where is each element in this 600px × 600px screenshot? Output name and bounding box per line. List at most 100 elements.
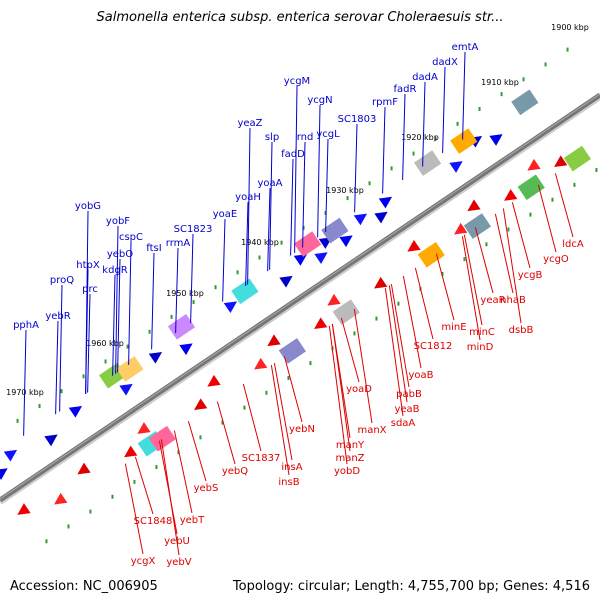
- forward-gene-arrow: [119, 383, 133, 396]
- reverse-label-leader: [435, 253, 455, 321]
- reverse-gene-arrow: [137, 422, 151, 434]
- track-dot: [258, 255, 261, 260]
- gene-label-reverse: pabB: [396, 389, 422, 400]
- reverse-label-leader: [461, 236, 481, 341]
- track-dot: [346, 196, 349, 201]
- forward-label-leader: [222, 218, 226, 302]
- feature-block: [563, 145, 591, 172]
- track-dot: [280, 240, 283, 245]
- kbp-tick-label: 1940 kbp: [241, 238, 279, 247]
- reverse-label-leader: [340, 317, 360, 383]
- track-dot: [265, 390, 268, 395]
- gene-label-forward: emtA: [452, 42, 479, 53]
- track-dot: [544, 62, 547, 67]
- gene-label-reverse: yoaB: [408, 370, 433, 381]
- forward-label-leader: [462, 51, 466, 140]
- forward-gene-arrow: [353, 213, 368, 226]
- reverse-gene-arrow: [267, 334, 281, 347]
- reverse-gene-arrow: [407, 239, 421, 252]
- reverse-gene-arrow: [467, 199, 481, 212]
- track-dot: [456, 121, 459, 126]
- forward-label-leader: [85, 269, 89, 394]
- forward-gene-arrow: [148, 351, 163, 364]
- track-dot: [287, 375, 290, 380]
- track-dot: [45, 539, 48, 544]
- kbp-tick-label: 1930 kbp: [326, 186, 364, 195]
- gene-label-forward: rpmF: [372, 97, 398, 108]
- track-dot: [133, 479, 136, 484]
- gene-label-forward: SC1803: [338, 114, 377, 125]
- forward-gene-arrow: [3, 449, 18, 462]
- feature-block: [450, 128, 478, 154]
- reverse-label-leader: [502, 208, 522, 324]
- gene-label-reverse: sdaA: [391, 418, 416, 429]
- reverse-label-leader: [388, 285, 408, 403]
- forward-gene-arrow: [374, 211, 388, 224]
- feature-block: [167, 314, 196, 340]
- track-dot: [500, 92, 503, 97]
- gene-label-forward: yebO: [107, 249, 133, 260]
- gene-label-forward: cspC: [119, 232, 143, 243]
- gene-label-reverse: nhaB: [500, 295, 526, 306]
- forward-label-leader: [23, 329, 27, 436]
- forward-label-leader: [128, 241, 132, 365]
- gene-label-forward: ycgM: [284, 76, 310, 87]
- forward-label-leader: [382, 106, 386, 194]
- gene-label-forward: yoaA: [257, 178, 282, 189]
- track-dot: [82, 374, 85, 379]
- gene-label-reverse: ldcA: [562, 239, 584, 250]
- gene-label-reverse: dsbB: [509, 325, 534, 336]
- forward-label-leader: [317, 104, 321, 238]
- track-dot: [111, 494, 114, 499]
- forward-label-leader: [117, 258, 121, 373]
- reverse-label-leader: [242, 383, 262, 452]
- forward-label-leader: [87, 293, 91, 393]
- feature-block: [414, 150, 442, 176]
- reverse-label-leader: [331, 323, 351, 452]
- forward-label-leader: [442, 66, 446, 153]
- track-dot: [104, 359, 107, 364]
- reverse-label-leader: [216, 401, 236, 465]
- gene-label-forward: slp: [265, 132, 279, 143]
- feature-block: [231, 278, 259, 305]
- gene-label-reverse: SC1837: [242, 453, 281, 464]
- genome-title: Salmonella enterica subsp. enterica sero…: [96, 10, 504, 25]
- gene-label-reverse: yoaD: [346, 384, 372, 395]
- feature-block: [148, 425, 176, 452]
- forward-gene-arrow: [293, 254, 308, 266]
- backbone-highlight: [0, 93, 600, 500]
- forward-label-leader: [247, 127, 251, 285]
- track-dot: [441, 271, 444, 276]
- gene-label-forward: yebR: [45, 311, 70, 322]
- track-dot: [375, 316, 378, 321]
- gene-label-reverse: yeaR: [480, 295, 505, 306]
- track-dot: [397, 301, 400, 306]
- track-dot: [507, 227, 510, 232]
- gene-label-reverse: manY: [336, 440, 365, 451]
- reverse-gene-arrow: [54, 492, 68, 505]
- gene-label-reverse: minC: [469, 327, 495, 338]
- forward-gene-arrow: [44, 434, 58, 447]
- forward-gene-arrow: [68, 405, 83, 418]
- forward-label-leader: [422, 81, 426, 167]
- gene-label-forward: prc: [82, 284, 98, 295]
- reverse-label-leader: [384, 288, 404, 417]
- forward-gene-arrow: [449, 161, 463, 173]
- forward-label-leader: [302, 141, 306, 248]
- track-dot: [434, 136, 437, 141]
- reverse-gene-arrow: [254, 357, 268, 370]
- track-dot: [566, 47, 569, 52]
- gene-label-reverse: insA: [281, 462, 302, 473]
- gene-label-forward: rnd: [297, 132, 314, 143]
- track-dot: [595, 168, 598, 173]
- reverse-label-leader: [474, 227, 494, 294]
- forward-label-leader: [115, 225, 119, 374]
- feature-block: [463, 213, 491, 239]
- reverse-gene-arrow: [194, 398, 208, 411]
- reverse-label-leader: [160, 439, 180, 556]
- reverse-label-leader: [494, 213, 514, 294]
- track-dot: [60, 389, 63, 394]
- gene-label-reverse: manZ: [335, 453, 364, 464]
- reverse-label-leader: [511, 202, 531, 269]
- forward-label-leader: [354, 123, 358, 213]
